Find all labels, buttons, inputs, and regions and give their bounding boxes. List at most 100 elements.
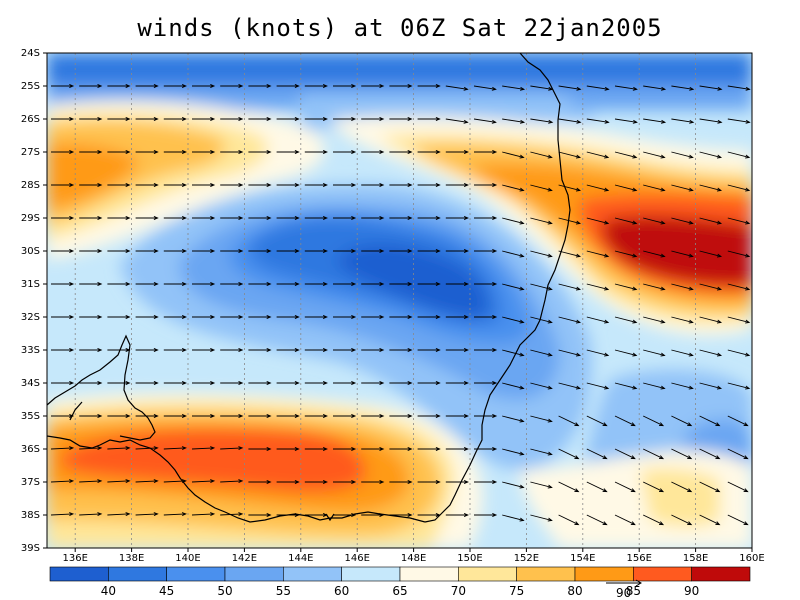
wind-vector xyxy=(699,316,722,323)
wind-vector-head xyxy=(266,447,272,451)
wind-vector-head xyxy=(492,216,498,220)
wind-vector-head xyxy=(407,150,413,154)
wind-vector xyxy=(699,514,720,525)
wind-vector xyxy=(558,184,581,191)
wind-vector xyxy=(643,217,665,224)
lon-tick-label: 152E xyxy=(514,553,539,564)
wind-vector-head xyxy=(660,286,666,291)
wind-vector xyxy=(135,480,158,483)
wind-vector-head xyxy=(181,183,187,187)
colorbar-swatch xyxy=(341,566,401,582)
wind-vector-head xyxy=(153,512,159,517)
wind-vector-head xyxy=(379,381,385,385)
wind-vector-head xyxy=(547,517,553,522)
wind-vector-head xyxy=(463,86,469,91)
wind-vector-head xyxy=(715,488,721,493)
wind-vector xyxy=(727,85,750,90)
wind-vector xyxy=(530,85,553,90)
wind-vector-head xyxy=(632,253,638,258)
wind-vector-head xyxy=(435,150,441,154)
wind-vector-head xyxy=(97,84,103,88)
wind-vector-head xyxy=(322,150,328,154)
wind-vector xyxy=(530,151,552,158)
wind-vector xyxy=(586,448,607,459)
wind-vector-head xyxy=(294,282,300,286)
wind-vector xyxy=(558,448,579,459)
wind-vector-head xyxy=(97,446,103,451)
wind-vector-head xyxy=(210,183,216,187)
wind-vector-head xyxy=(97,512,103,517)
wind-vector xyxy=(79,513,102,516)
wind-vector-head xyxy=(238,446,244,451)
wind-vector-head xyxy=(547,484,553,489)
lat-tick-label: 34S xyxy=(21,378,40,389)
colorbar-swatch xyxy=(283,566,342,582)
wind-vector-head xyxy=(547,253,553,258)
wind-vector-head xyxy=(210,414,216,418)
wind-vector xyxy=(727,514,748,525)
wind-vector xyxy=(586,184,609,191)
wind-vector-head xyxy=(69,446,75,451)
wind-vector xyxy=(502,382,524,389)
wind-vector-head xyxy=(266,315,272,319)
wind-vector-head xyxy=(322,348,328,352)
wind-vector xyxy=(699,151,722,158)
wind-vector xyxy=(643,349,665,356)
wind-vector-head xyxy=(238,348,244,352)
wind-vector xyxy=(558,415,579,426)
wind-vector xyxy=(558,217,581,224)
wind-vector-head xyxy=(630,488,636,493)
wind-vector-head xyxy=(266,348,272,352)
wind-vector-head xyxy=(547,154,553,159)
wind-vector-head xyxy=(294,348,300,352)
wind-vector-head xyxy=(294,84,300,88)
wind-vector xyxy=(191,480,214,483)
wind-vector xyxy=(614,85,637,90)
wind-vector xyxy=(586,382,609,389)
wind-vector-head xyxy=(266,480,272,484)
wind-vector-head xyxy=(407,315,413,319)
wind-vector-head xyxy=(125,249,131,253)
wind-vector-head xyxy=(322,447,328,451)
wind-vector-head xyxy=(745,286,751,291)
wind-vector-head xyxy=(125,315,131,319)
wind-vector-head xyxy=(715,422,721,427)
lat-tick-label: 29S xyxy=(21,213,40,224)
wind-vector-head xyxy=(351,84,357,88)
wind-vector xyxy=(502,85,525,90)
wind-vector-head xyxy=(407,183,413,187)
wind-vector-head xyxy=(210,315,216,319)
wind-vector-head xyxy=(689,86,695,91)
wind-vector-head xyxy=(435,84,441,88)
wind-vector-head xyxy=(576,86,582,91)
wind-vector xyxy=(191,447,214,450)
wind-vector-head xyxy=(716,319,723,324)
wind-vector-head xyxy=(658,521,665,526)
wind-vector xyxy=(699,217,722,224)
colorbar-swatch xyxy=(224,566,284,582)
wind-vector-head xyxy=(69,512,75,517)
wind-vector-head xyxy=(574,455,580,460)
colorbar-swatch xyxy=(633,566,692,582)
wind-vector xyxy=(614,481,636,492)
wind-vector-head xyxy=(238,414,244,418)
wind-vector-head xyxy=(97,348,103,352)
wind-vector-head xyxy=(351,282,357,286)
wind-vector-head xyxy=(407,447,413,451)
wind-vector xyxy=(727,481,748,492)
wind-vector-head xyxy=(181,84,187,88)
coastline xyxy=(46,52,571,523)
wind-vector-head xyxy=(407,480,413,484)
wind-vector-head xyxy=(492,249,498,253)
wind-vector-head xyxy=(153,315,159,319)
wind-vector-head xyxy=(351,414,357,418)
colorbar: 40 45 50 55 60 65 70 75 80 85 90 xyxy=(49,566,751,598)
wind-vector xyxy=(558,481,579,492)
wind-vector xyxy=(163,447,186,450)
wind-vector xyxy=(727,316,750,323)
wind-vector-head xyxy=(492,513,498,517)
wind-vector-head xyxy=(210,512,216,517)
wind-vector-head xyxy=(547,319,553,324)
wind-vector-head xyxy=(716,253,723,258)
wind-vector-head xyxy=(125,446,131,451)
